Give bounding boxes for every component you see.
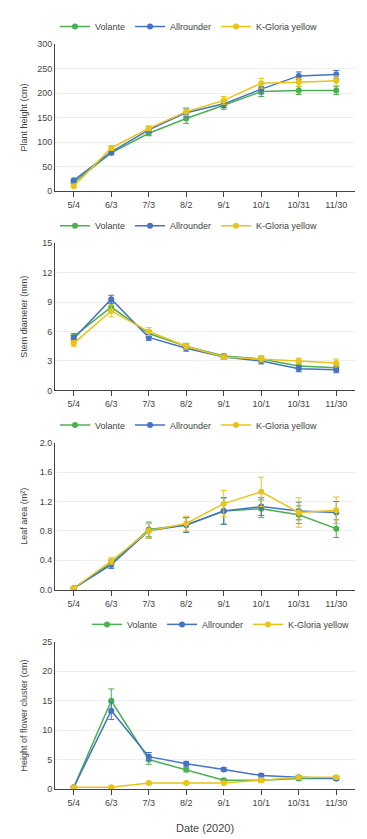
svg-text:300: 300 xyxy=(37,39,52,49)
svg-text:5: 5 xyxy=(47,755,52,765)
svg-text:6/3: 6/3 xyxy=(105,798,118,808)
svg-text:1.2: 1.2 xyxy=(40,497,53,507)
svg-text:8/2: 8/2 xyxy=(180,599,193,609)
svg-text:5/4: 5/4 xyxy=(67,200,80,210)
svg-text:6: 6 xyxy=(47,327,52,337)
svg-text:10/31: 10/31 xyxy=(287,399,310,409)
svg-text:9/1: 9/1 xyxy=(217,798,230,808)
svg-text:Plant height (cm): Plant height (cm) xyxy=(19,84,29,152)
svg-text:2.0: 2.0 xyxy=(40,438,53,448)
svg-text:1.6: 1.6 xyxy=(40,467,53,477)
svg-text:12: 12 xyxy=(42,268,52,278)
svg-text:5/4: 5/4 xyxy=(67,798,80,808)
svg-text:20: 20 xyxy=(42,666,52,676)
svg-text:10/1: 10/1 xyxy=(252,399,270,409)
svg-text:8/2: 8/2 xyxy=(180,798,193,808)
svg-text:250: 250 xyxy=(37,64,52,74)
svg-text:200: 200 xyxy=(37,88,52,98)
svg-text:9: 9 xyxy=(47,297,52,307)
svg-text:150: 150 xyxy=(37,113,52,123)
svg-text:6/3: 6/3 xyxy=(105,200,118,210)
svg-text:7/3: 7/3 xyxy=(142,200,155,210)
svg-text:0.8: 0.8 xyxy=(40,526,53,536)
svg-text:0.0: 0.0 xyxy=(40,585,53,595)
svg-text:15: 15 xyxy=(42,696,52,706)
svg-text:Volante: Volante xyxy=(95,221,125,231)
svg-text:100: 100 xyxy=(37,137,52,147)
svg-text:5/4: 5/4 xyxy=(67,599,80,609)
svg-text:7/3: 7/3 xyxy=(142,599,155,609)
svg-text:10/31: 10/31 xyxy=(287,798,310,808)
svg-text:7/3: 7/3 xyxy=(142,798,155,808)
svg-text:10/1: 10/1 xyxy=(252,798,270,808)
svg-text:Volante: Volante xyxy=(95,22,125,32)
svg-text:11/30: 11/30 xyxy=(325,599,347,609)
svg-text:10/31: 10/31 xyxy=(287,599,310,609)
svg-text:9/1: 9/1 xyxy=(217,200,230,210)
svg-text:11/30: 11/30 xyxy=(325,399,347,409)
svg-text:6/3: 6/3 xyxy=(105,599,118,609)
svg-text:Stem diameter (mm): Stem diameter (mm) xyxy=(19,276,29,358)
svg-text:7/3: 7/3 xyxy=(142,399,155,409)
svg-text:K-Gloria yellow: K-Gloria yellow xyxy=(288,620,349,630)
svg-text:10/1: 10/1 xyxy=(252,599,270,609)
svg-text:10/31: 10/31 xyxy=(287,200,310,210)
svg-text:K-Gloria yellow: K-Gloria yellow xyxy=(256,22,317,32)
svg-text:11/30: 11/30 xyxy=(325,200,347,210)
svg-text:3: 3 xyxy=(47,356,52,366)
svg-text:0: 0 xyxy=(47,386,52,396)
svg-text:K-Gloria yellow: K-Gloria yellow xyxy=(256,221,317,231)
svg-text:Allrounder: Allrounder xyxy=(170,22,211,32)
svg-text:Allrounder: Allrounder xyxy=(170,421,211,431)
svg-text:8/2: 8/2 xyxy=(180,399,193,409)
svg-text:6/3: 6/3 xyxy=(105,399,118,409)
svg-text:50: 50 xyxy=(42,162,52,172)
svg-text:5/4: 5/4 xyxy=(67,399,80,409)
svg-text:11/30: 11/30 xyxy=(325,798,347,808)
svg-text:0.4: 0.4 xyxy=(40,555,53,565)
svg-text:9/1: 9/1 xyxy=(217,599,230,609)
svg-text:10/1: 10/1 xyxy=(252,200,270,210)
svg-text:10: 10 xyxy=(42,725,52,735)
svg-text:Height of flower cluster (cm): Height of flower cluster (cm) xyxy=(19,659,29,771)
svg-text:25: 25 xyxy=(42,637,52,647)
svg-text:Leaf area (m²): Leaf area (m²) xyxy=(19,488,29,545)
svg-text:0: 0 xyxy=(47,784,52,794)
svg-text:Allrounder: Allrounder xyxy=(170,221,211,231)
svg-text:Date (2020): Date (2020) xyxy=(176,822,234,834)
svg-text:9/1: 9/1 xyxy=(217,399,230,409)
svg-text:Volante: Volante xyxy=(127,620,157,630)
svg-text:0: 0 xyxy=(47,186,52,196)
svg-text:Allrounder: Allrounder xyxy=(202,620,243,630)
svg-text:8/2: 8/2 xyxy=(180,200,193,210)
svg-text:15: 15 xyxy=(42,238,52,248)
svg-text:K-Gloria yellow: K-Gloria yellow xyxy=(256,421,317,431)
svg-text:Volante: Volante xyxy=(95,421,125,431)
